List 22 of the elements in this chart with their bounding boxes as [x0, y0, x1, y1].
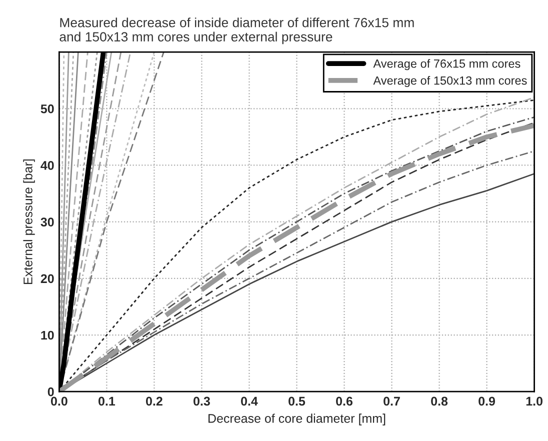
x-tick-label: 1.0 — [526, 396, 542, 406]
y-tick-label: 0 — [48, 387, 54, 396]
y-tick-label: 20 — [40, 274, 54, 284]
x-tick-label: 0.1 — [98, 396, 116, 406]
legend-label: Average of 150x13 mm cores — [373, 76, 527, 88]
y-tick-label: 30 — [40, 218, 54, 226]
x-axis-title: Decrease of core diameter [mm] — [208, 414, 386, 426]
chart-title: Measured decrease of inside diameter of different 76x15 mm and 150x13 mm cores under external pressure — [60, 18, 414, 44]
x-tick-label: 0.8 — [431, 396, 448, 406]
x-tick-label: 0.7 — [384, 396, 400, 406]
y-tick-label: 40 — [40, 161, 54, 170]
y-axis-title: External pressure [bar] — [23, 159, 35, 284]
x-tick-label: 0.9 — [478, 396, 496, 406]
x-tick-label: 0.2 — [146, 396, 162, 406]
x-tick-label: 0.3 — [194, 396, 210, 406]
x-tick-label: 0.0 — [50, 396, 68, 406]
x-tick-label: 0.4 — [241, 396, 258, 406]
x-tick-label: 0.5 — [288, 396, 306, 406]
legend-label: Average of 76x15 mm cores — [373, 59, 520, 70]
y-tick-label: 50 — [40, 104, 54, 114]
x-tick-label: 0.6 — [336, 396, 352, 406]
y-tick-label: 10 — [41, 330, 54, 340]
